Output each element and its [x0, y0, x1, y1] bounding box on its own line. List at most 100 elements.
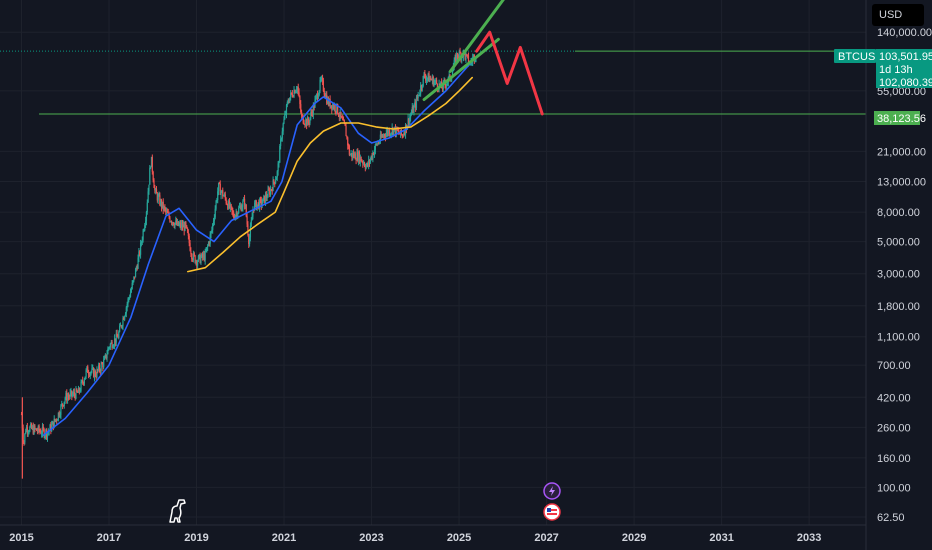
candle-body	[150, 156, 153, 167]
candle-body	[243, 198, 245, 202]
chart-icons[interactable]	[169, 482, 561, 523]
candle-body	[39, 430, 41, 432]
candle-body	[389, 133, 392, 136]
candle-body	[105, 354, 107, 359]
candle-body	[309, 117, 311, 124]
candle-body	[422, 75, 424, 87]
ma-price-label: 102,080.39	[879, 77, 932, 89]
candle-body	[187, 232, 189, 236]
candle-body	[421, 86, 423, 88]
candle-body	[230, 204, 232, 207]
candle-body	[53, 418, 55, 428]
candle-body	[397, 130, 399, 132]
candle-body	[36, 430, 39, 432]
us-flag-event-icon[interactable]	[543, 503, 561, 521]
candle-body	[306, 119, 308, 126]
candle-body	[90, 371, 92, 373]
flash-event-icon[interactable]	[543, 482, 561, 500]
candle-body	[363, 163, 366, 167]
candle-body	[348, 145, 350, 155]
y-tick-label: 1,100.00	[877, 332, 920, 344]
candle-body	[133, 276, 135, 281]
candle-body	[74, 394, 76, 399]
candle-body	[25, 431, 27, 434]
candle-body	[319, 79, 321, 91]
candle-body	[157, 195, 159, 201]
candle-body	[297, 86, 299, 93]
candle-body	[222, 190, 224, 197]
candle-body	[261, 203, 263, 206]
candle-body	[465, 54, 467, 60]
currency-button[interactable]: USD	[872, 4, 924, 26]
candle-body	[249, 225, 252, 238]
candle-body	[159, 195, 161, 205]
candle-body	[215, 200, 217, 209]
candle-body	[236, 212, 238, 217]
candle-body	[332, 105, 335, 109]
candle-body	[355, 159, 357, 161]
candle-body	[384, 134, 386, 136]
candle-body	[367, 163, 369, 166]
candle-body	[327, 98, 330, 106]
candle-body	[318, 90, 320, 96]
candle-body	[127, 298, 129, 304]
candle-body	[173, 224, 175, 227]
candle-body	[316, 94, 318, 97]
horizontal-levels[interactable]	[0, 50, 866, 115]
price-axis[interactable]: 140,000.00 55,000.00 21,000.00 13,000.00 8,0…	[865, 0, 932, 550]
candle-body	[246, 216, 248, 225]
moving-average-fast-line[interactable]	[42, 60, 473, 436]
candle-body	[334, 105, 336, 111]
candle-body	[352, 153, 354, 158]
candle-body	[139, 251, 141, 255]
y-tick-label: 5,000.00	[877, 237, 920, 249]
support-price-tag: 38,123.56	[874, 111, 926, 125]
candle-body	[142, 230, 144, 240]
moving-average-slow-line[interactable]	[187, 76, 473, 273]
candle-body	[238, 207, 240, 214]
support-price-label: 38,123.56	[877, 113, 926, 125]
trendline[interactable]	[448, 0, 529, 73]
candle-body	[113, 338, 116, 346]
candle-body	[418, 95, 420, 96]
candle-body	[472, 54, 475, 58]
candle-body	[77, 391, 79, 393]
symbol-label: BTCUSD	[838, 51, 883, 63]
candle-body	[269, 189, 272, 195]
candle-body	[217, 191, 219, 201]
candle-body	[71, 390, 73, 396]
candle-body	[119, 325, 121, 332]
candle-body	[454, 56, 456, 61]
projection-path[interactable]	[475, 30, 544, 116]
candlesticks[interactable]	[20, 47, 477, 479]
candle-body	[395, 127, 397, 135]
candle-body	[110, 342, 112, 344]
time-axis[interactable]: 2015 2017 2019 2021 2023 2025 2027 2029 2031 2033	[0, 524, 866, 544]
candle-body	[335, 110, 337, 112]
candle-body	[448, 74, 450, 78]
candle-body	[60, 405, 62, 415]
trendline[interactable]	[422, 37, 500, 101]
candle-body	[388, 130, 390, 135]
candle-body	[195, 260, 197, 263]
candle-body	[259, 198, 261, 209]
candle-body	[360, 156, 362, 162]
candle-body	[357, 152, 359, 161]
candle-body	[44, 434, 46, 437]
candle-body	[170, 221, 172, 223]
candle-body	[67, 396, 69, 401]
candle-body	[359, 156, 361, 163]
indicator-lines[interactable]	[42, 0, 544, 436]
candle-body	[234, 215, 236, 220]
y-tick-label: 62.50	[877, 512, 905, 524]
candle-body	[191, 253, 193, 260]
candle-body	[311, 112, 313, 114]
candle-body	[258, 202, 260, 209]
candle-body	[298, 92, 300, 97]
x-tick-label: 2025	[447, 532, 471, 544]
candle-body	[325, 94, 327, 98]
candle-body	[212, 223, 214, 230]
candle-body	[146, 202, 148, 212]
candle-body	[343, 120, 345, 124]
